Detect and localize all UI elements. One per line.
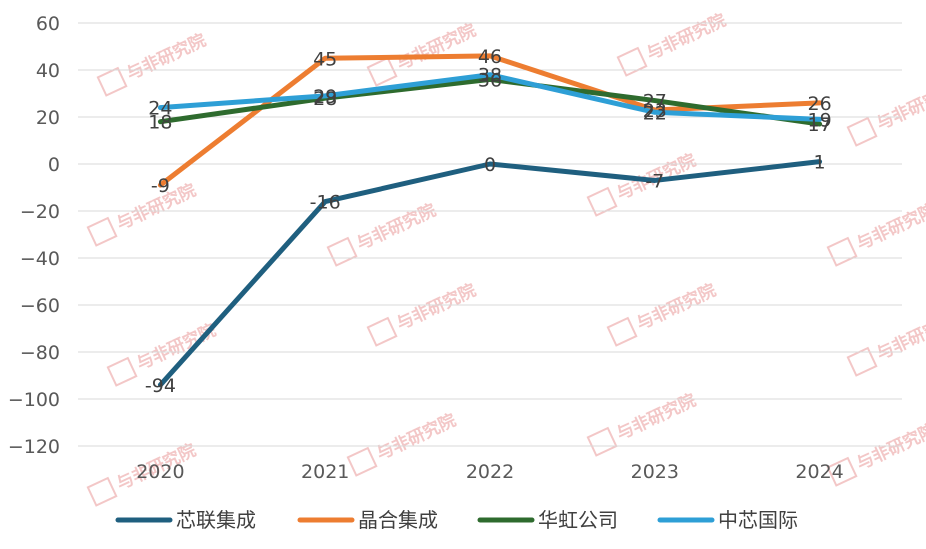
watermark-logo (366, 316, 398, 347)
watermark-logo (846, 116, 878, 147)
watermark-logo (326, 236, 358, 267)
watermark-text: 与非研究院 (853, 200, 926, 255)
watermark-logo (616, 46, 648, 77)
legend-item: 中芯国际 (657, 508, 798, 532)
watermark: 与非研究院 (326, 200, 439, 267)
data-label: 24 (148, 98, 172, 120)
watermark-text: 与非研究院 (123, 30, 209, 85)
data-label: 0 (484, 154, 496, 176)
data-label: 23 (643, 100, 667, 122)
data-label: -94 (145, 375, 176, 397)
y-tick-label: 60 (36, 13, 60, 35)
data-label: 29 (313, 86, 337, 108)
watermark-logo (96, 66, 128, 97)
watermark-text: 与非研究院 (873, 80, 926, 135)
watermark: 与非研究院 (96, 30, 209, 97)
series-line (157, 76, 823, 127)
watermark-text: 与非研究院 (633, 280, 719, 335)
y-tick-label: −100 (8, 389, 60, 411)
data-label: 19 (808, 109, 832, 131)
watermark-logo (346, 446, 378, 477)
y-tick-label: −60 (20, 295, 60, 317)
legend-item: 华虹公司 (477, 508, 618, 532)
data-label: 18 (148, 112, 172, 134)
data-label: 1 (814, 152, 826, 174)
series-line (157, 159, 823, 388)
y-tick-label: 20 (36, 107, 60, 129)
data-label: 22 (643, 102, 667, 124)
x-tick-label: 2020 (136, 461, 184, 483)
y-tick-label: −20 (20, 201, 60, 223)
data-label: -16 (310, 192, 341, 214)
watermark-logo (826, 456, 858, 487)
watermark-logo (826, 236, 858, 267)
data-labels: -94 -16 0 -7 1 -9 45 46 23 26 18 28 36 27 17 24 29 38 22 19 (145, 46, 832, 397)
watermark-text: 与非研究院 (613, 390, 699, 445)
data-label: 45 (313, 48, 337, 70)
legend-item: 芯联集成 (115, 508, 256, 532)
data-label: -9 (151, 175, 170, 197)
watermark-logo (86, 476, 118, 507)
watermark: 与非研究院 (846, 80, 926, 147)
watermark: 与非研究院 (86, 180, 199, 247)
watermark: 与非研究院 (366, 280, 479, 347)
data-label: 17 (808, 114, 832, 136)
series-lines (157, 53, 823, 388)
watermark-logo (106, 356, 138, 387)
watermark-logo (846, 346, 878, 377)
watermark: 与非研究院 (586, 150, 699, 217)
data-label: 46 (478, 46, 502, 68)
y-tick-label: 40 (36, 60, 60, 82)
x-tick-label: 2022 (466, 461, 514, 483)
x-tick-label: 2024 (795, 461, 843, 483)
watermark: 与非研究院 (826, 200, 926, 267)
watermark-text: 与非研究院 (643, 10, 729, 65)
watermark-logo (86, 216, 118, 247)
watermark-logo (366, 56, 398, 87)
watermark-text: 与非研究院 (853, 420, 926, 475)
data-label: 28 (313, 88, 337, 110)
y-tick-label: −80 (20, 342, 60, 364)
x-axis-ticks: 2020 2021 2022 2023 2024 (136, 461, 844, 483)
watermark-text: 与非研究院 (393, 280, 479, 335)
data-label: 26 (808, 93, 832, 115)
legend-label: 芯联集成 (176, 508, 256, 532)
y-tick-label: 0 (48, 154, 60, 176)
watermark-text: 与非研究院 (393, 20, 479, 75)
data-label: 27 (643, 91, 667, 113)
legend-label: 华虹公司 (538, 508, 618, 532)
legend: 芯联集成 晶合集成 华虹公司 中芯国际 (115, 508, 798, 532)
watermark: 与非研究院 (846, 310, 926, 377)
x-tick-label: 2023 (631, 461, 679, 483)
series-line (157, 72, 823, 122)
watermark-logo (586, 426, 618, 457)
watermark-text: 与非研究院 (873, 310, 926, 365)
watermark: 与非研究院 (616, 10, 729, 77)
watermark: 与非研究院 (606, 280, 719, 347)
legend-label: 晶合集成 (358, 508, 438, 532)
data-label: 36 (478, 69, 502, 91)
y-axis-ticks: 60 40 20 0 −20 −40 −60 −80 −100 −120 (8, 13, 60, 458)
x-tick-label: 2021 (301, 461, 349, 483)
y-tick-label: −120 (8, 436, 60, 458)
watermark-text: 与非研究院 (373, 410, 459, 465)
y-tick-label: −40 (20, 248, 60, 270)
data-label: 38 (478, 65, 502, 87)
legend-label: 中芯国际 (718, 508, 798, 532)
watermark: 与非研究院 (346, 410, 459, 477)
legend-item: 晶合集成 (297, 508, 438, 532)
data-label: -7 (645, 170, 664, 192)
watermark-text: 与非研究院 (353, 200, 439, 255)
watermark-logo (606, 316, 638, 347)
